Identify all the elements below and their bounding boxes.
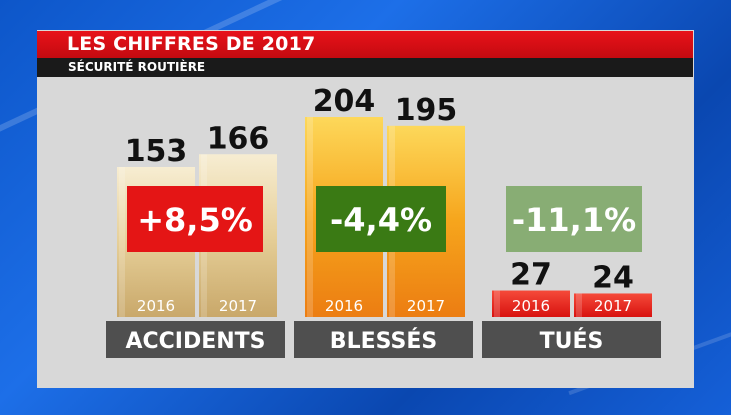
subtitle-bar: SÉCURITÉ ROUTIÈRE [37,58,693,77]
bar-highlight [494,290,500,317]
value-label: 27 [510,258,552,293]
value-label: 166 [207,121,270,156]
category-label: ACCIDENTS [125,329,265,354]
bar-2017 [574,293,652,317]
value-label: 24 [592,260,634,295]
year-label: 2016 [512,297,550,315]
change-label: -4,4% [330,201,432,239]
category-box [106,321,285,358]
year-label: 2016 [325,297,363,315]
title-bar: LES CHIFFRES DE 2017 [37,31,693,58]
value-label: 153 [125,134,188,169]
bar-highlight [119,167,125,317]
bar-highlight [576,293,582,317]
change-label: -11,1% [512,201,636,239]
category-label: BLESSÉS [330,328,437,354]
change-label: +8,5% [137,201,253,239]
year-label: 2017 [594,297,632,315]
change-badge [316,186,446,252]
category-box [482,321,661,358]
chart-subtitle: SÉCURITÉ ROUTIÈRE [68,60,206,74]
year-label: 2017 [219,297,257,315]
bar-2016 [492,290,570,317]
change-badge [127,186,263,252]
value-label: 195 [395,93,458,128]
value-label: 204 [313,84,376,119]
bar-highlight [307,117,313,317]
category-label: TUÉS [540,328,604,354]
year-label: 2017 [407,297,445,315]
change-badge [506,186,642,252]
year-label: 2016 [137,297,175,315]
chart-title: LES CHIFFRES DE 2017 [67,33,316,55]
category-box [294,321,473,358]
